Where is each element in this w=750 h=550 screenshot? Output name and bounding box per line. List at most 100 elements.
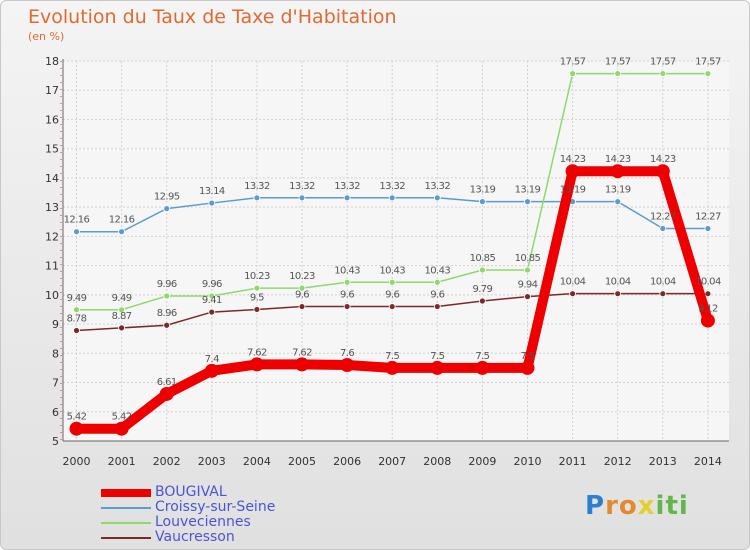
data-label-1: 13.19	[560, 185, 586, 196]
data-label-1: 13.32	[244, 181, 270, 192]
data-label-2: 10.85	[470, 253, 496, 264]
series-point-2	[614, 70, 622, 77]
data-label-2: 10.23	[289, 271, 315, 282]
data-label-0: 14.23	[560, 154, 586, 165]
data-label-0: 14.23	[650, 154, 676, 165]
data-label-3: 10.04	[650, 277, 676, 288]
data-label-3: 10.04	[605, 277, 631, 288]
series-point-0	[610, 164, 625, 179]
y-tick-label: 11	[45, 260, 59, 273]
data-label-0: 7.5	[520, 351, 534, 362]
data-label-3: 9.6	[385, 290, 399, 301]
proxiti-logo: Proxiti	[585, 491, 689, 521]
data-label-3: 10.04	[560, 277, 586, 288]
series-point-3	[298, 303, 306, 310]
series-point-0	[565, 164, 580, 179]
series-point-1	[433, 194, 441, 202]
data-label-1: 13.32	[334, 181, 360, 192]
x-tick-label: 2004	[243, 455, 271, 468]
logo-letter: o	[618, 491, 638, 521]
data-label-1: 13.14	[199, 186, 225, 197]
legend-swatch-louveciennes	[101, 521, 151, 524]
data-label-2: 10.85	[515, 253, 541, 264]
y-tick-label: 15	[45, 143, 59, 156]
y-tick-label: 14	[45, 172, 59, 185]
series-point-1	[298, 194, 306, 202]
y-tick-label: 7	[52, 377, 59, 390]
series-point-1	[163, 205, 171, 213]
series-point-0	[249, 357, 264, 372]
y-tick-label: 5	[52, 435, 59, 448]
data-label-2: 10.23	[244, 271, 270, 282]
data-label-2: 9.49	[112, 293, 132, 304]
x-tick-label: 2012	[604, 455, 632, 468]
data-label-2: 17.57	[605, 57, 631, 68]
data-label-3: 9.41	[202, 295, 222, 306]
y-tick-label: 10	[45, 289, 59, 302]
data-label-3: 9.5	[250, 292, 264, 303]
y-tick-label: 12	[45, 230, 59, 243]
series-point-1	[208, 199, 216, 207]
data-label-0: 5.42	[67, 412, 87, 423]
legend-swatch-bougival	[101, 488, 151, 497]
series-point-3	[343, 303, 351, 310]
y-tick-label: 8	[52, 347, 59, 360]
series-point-3	[433, 303, 441, 310]
series-point-1	[388, 194, 396, 202]
series-point-3	[163, 321, 171, 329]
series-point-2	[388, 278, 396, 286]
legend: BOUGIVAL Croissy-sur-Seine Louveciennes …	[101, 485, 275, 545]
x-tick-label: 2011	[559, 455, 587, 468]
data-label-2: 9.49	[67, 293, 87, 304]
data-label-3: 9.79	[472, 284, 492, 295]
data-label-3: 9.94	[518, 280, 538, 291]
data-label-3: 8.96	[157, 308, 177, 319]
x-tick-label: 2008	[423, 455, 451, 468]
series-point-2	[163, 292, 171, 300]
series-point-2	[704, 70, 712, 77]
legend-label-bougival: BOUGIVAL	[155, 484, 227, 500]
series-point-3	[659, 290, 667, 298]
legend-item-vaucresson: Vaucresson	[101, 530, 275, 545]
data-label-2: 17.57	[695, 57, 721, 68]
y-tick-label: 6	[52, 406, 59, 419]
series-point-2	[343, 278, 351, 286]
series-point-1	[343, 194, 351, 202]
data-label-2: 10.43	[334, 265, 360, 276]
legend-label-vaucresson: Vaucresson	[155, 529, 235, 545]
data-label-0: 7.62	[247, 347, 267, 358]
x-tick-label: 2003	[198, 455, 226, 468]
series-point-1	[524, 198, 531, 206]
logo-letter: i	[678, 491, 689, 521]
x-tick-label: 2000	[63, 455, 91, 468]
series-point-0	[430, 360, 445, 375]
x-tick-label: 2002	[153, 455, 181, 468]
series-point-2	[73, 306, 80, 314]
data-label-2: 17.57	[650, 57, 676, 68]
series-point-3	[704, 290, 712, 298]
series-point-0	[114, 421, 129, 436]
y-tick-label: 13	[45, 201, 59, 214]
series-point-2	[253, 284, 261, 292]
series-point-0	[385, 360, 400, 375]
x-tick-label: 2001	[108, 455, 136, 468]
data-label-1: 12.16	[109, 215, 135, 226]
data-label-0: 7.62	[292, 347, 312, 358]
data-label-3: 10.04	[695, 277, 721, 288]
series-point-1	[659, 225, 667, 232]
legend-swatch-croissy	[101, 506, 151, 509]
series-point-2	[118, 306, 125, 314]
legend-item-bougival: BOUGIVAL	[101, 485, 275, 500]
data-label-1: 12.27	[650, 211, 676, 222]
series-point-3	[524, 293, 531, 301]
series-point-3	[208, 308, 216, 316]
data-label-1: 13.19	[470, 185, 496, 196]
data-label-1: 13.32	[379, 181, 405, 192]
data-label-1: 13.19	[515, 185, 541, 196]
data-label-2: 10.43	[424, 265, 450, 276]
series-point-2	[524, 266, 531, 274]
x-tick-label: 2006	[333, 455, 361, 468]
series-point-1	[73, 228, 80, 236]
data-label-2: 9.96	[157, 279, 177, 290]
